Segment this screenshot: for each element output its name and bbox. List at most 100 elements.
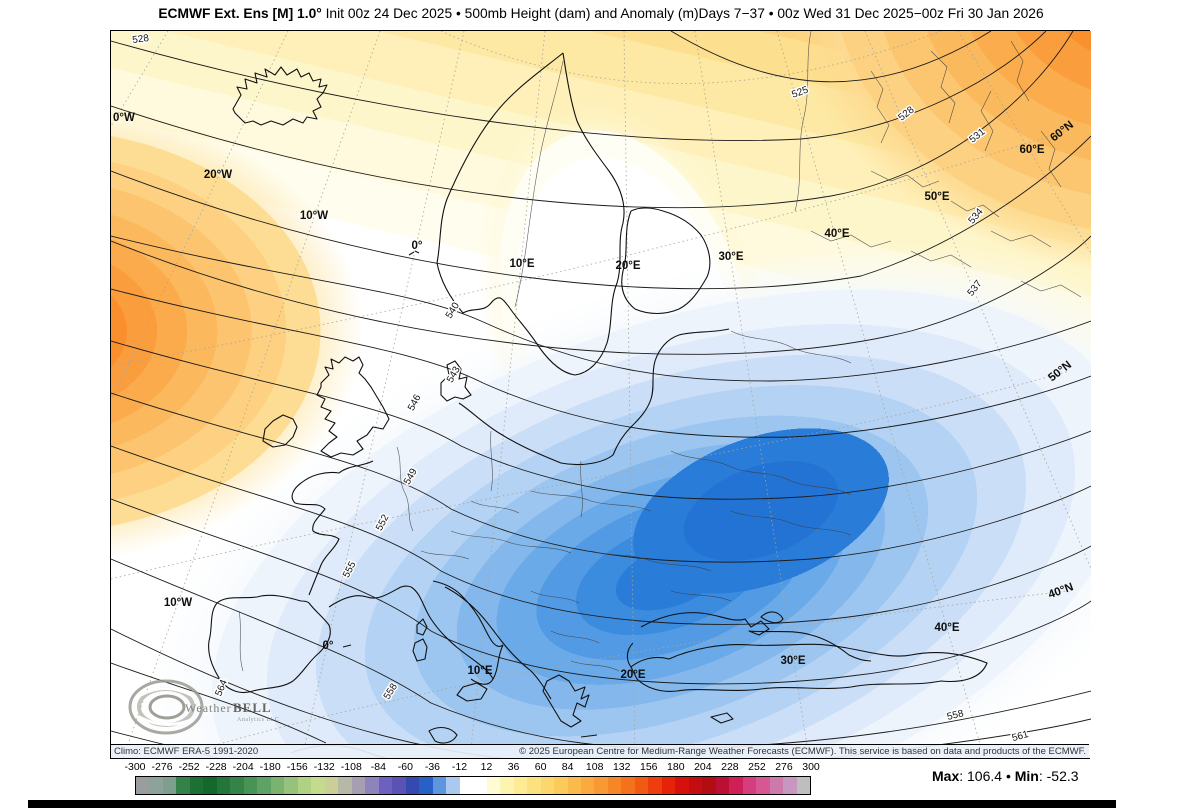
colorbar-segment [513,777,528,794]
colorbar-tick: -228 [205,761,227,773]
colorbar-segment [270,777,285,794]
colorbar-segment [136,777,150,794]
azov-sea [760,611,784,624]
contour-525 [670,31,992,83]
colorbar-segment [189,777,204,794]
coordinate-label: 20°E [620,669,645,681]
coordinate-label: 10°E [509,258,534,270]
colorbar-segment [702,777,716,794]
colorbar-tick: -60 [397,761,413,773]
contour-lines [111,31,1091,758]
colorbar-segment [486,777,501,794]
extrema-stats: Max: 106.4 • Min: -52.3 [932,768,1079,784]
med-france-italy-coast [328,585,494,685]
contour-546 [111,340,1091,500]
copyright-text: © 2025 European Centre for Medium-Range … [519,746,1086,757]
contour-531 [111,31,1074,209]
balearics [342,644,352,648]
sardinia [412,638,428,662]
logo-text-weather: Weather [185,701,232,715]
colorbar-tick: 276 [775,761,793,773]
france-coast [291,460,374,596]
weatherbell-logo: Weather BELL Analytics LLC [128,679,279,735]
colorbar-segment [796,777,811,794]
contour-549 [111,392,1091,563]
colorbar-segment [459,777,474,794]
colorbar-tick: -252 [178,761,200,773]
colorbar-segment [203,777,217,794]
cyprus [710,712,734,724]
faroe-islands [408,250,420,256]
contour-561 [111,628,1091,758]
colorbar-tick: -132 [313,761,335,773]
colorbar-tick: -204 [232,761,254,773]
colorbar-segment [607,777,622,794]
colorbar-segment [149,777,163,794]
logo-text-subtitle: Analytics LLC [237,717,279,723]
colorbar-segment [162,777,177,794]
colorbar-segment [769,777,784,794]
adriatic-coast [432,580,552,700]
colorbar-segment [634,777,649,794]
colorbar-tick: 36 [507,761,520,773]
anomaly-field [111,31,1091,758]
colorbar-segment [392,777,406,794]
colorbar-tick: -156 [286,761,308,773]
colorbar-tick: -36 [424,761,441,773]
colorbar-segment [567,777,581,794]
colorbar-segment [243,777,258,794]
contour-564 [111,662,327,744]
contour-555 [111,498,1091,685]
colorbar-segment [527,777,541,794]
contour-543 [111,288,1091,438]
colorbar-tick: -180 [259,761,281,773]
colorbar-segment [500,777,514,794]
colorbar-segment [756,777,770,794]
coordinate-label: 50°E [924,191,949,203]
colorbar-segment [311,777,325,794]
colorbar-segment [324,777,339,794]
coastlines [208,52,988,758]
coordinate-label: 0°W [113,112,135,124]
colorbar-tick: 84 [561,761,574,773]
baltic-coast [458,328,730,466]
colorbar-segment [648,777,662,794]
scandinavia-coast [436,52,625,376]
sicily-coast [456,682,488,702]
coordinate-label: 20°E [615,260,640,272]
colorbar-segment [365,777,379,794]
greece-coast [542,674,590,728]
contour-558 [111,558,1091,750]
graticule [111,31,1091,758]
colorbar-segment [742,777,757,794]
marmara [626,642,634,668]
coordinate-label: 10°E [467,665,492,677]
climo-text: Climo: ECMWF ERA-5 1991-2020 [114,746,259,757]
logo-swirl-icon [128,679,204,735]
max-value: 106.4 [967,768,1003,784]
colorbar-segment [729,777,743,794]
europe-map-canvas: 5285255285315345375405435465495525555585… [111,31,1091,758]
colorbar-tick: 108 [585,761,604,773]
colorbar-ticks: -300 -276 -252 -228 -204 -180 -156 -132 -108 -84-… [124,761,819,775]
colorbar-segment [378,777,393,794]
colorbar-tick: -300 [124,761,146,773]
contour-537 [111,235,1091,355]
colorbar-segment [419,777,433,794]
tunisia-coast [428,726,458,744]
colorbar-tick: 252 [748,761,766,773]
colorbar-segment [257,777,271,794]
colorbar-segment [297,777,312,794]
colorbar-segment [405,777,420,794]
stats-separator: • [1005,768,1011,784]
colorbar-segment [176,777,190,794]
colorbar-segments [135,776,811,795]
denmark-coast [440,360,472,402]
colorbar-segment [338,777,352,794]
min-label: Min [1014,768,1039,784]
iceland-coast [232,66,328,126]
crete [580,734,598,738]
colorbar-segment [688,777,703,794]
black-sea-coast [640,612,872,662]
